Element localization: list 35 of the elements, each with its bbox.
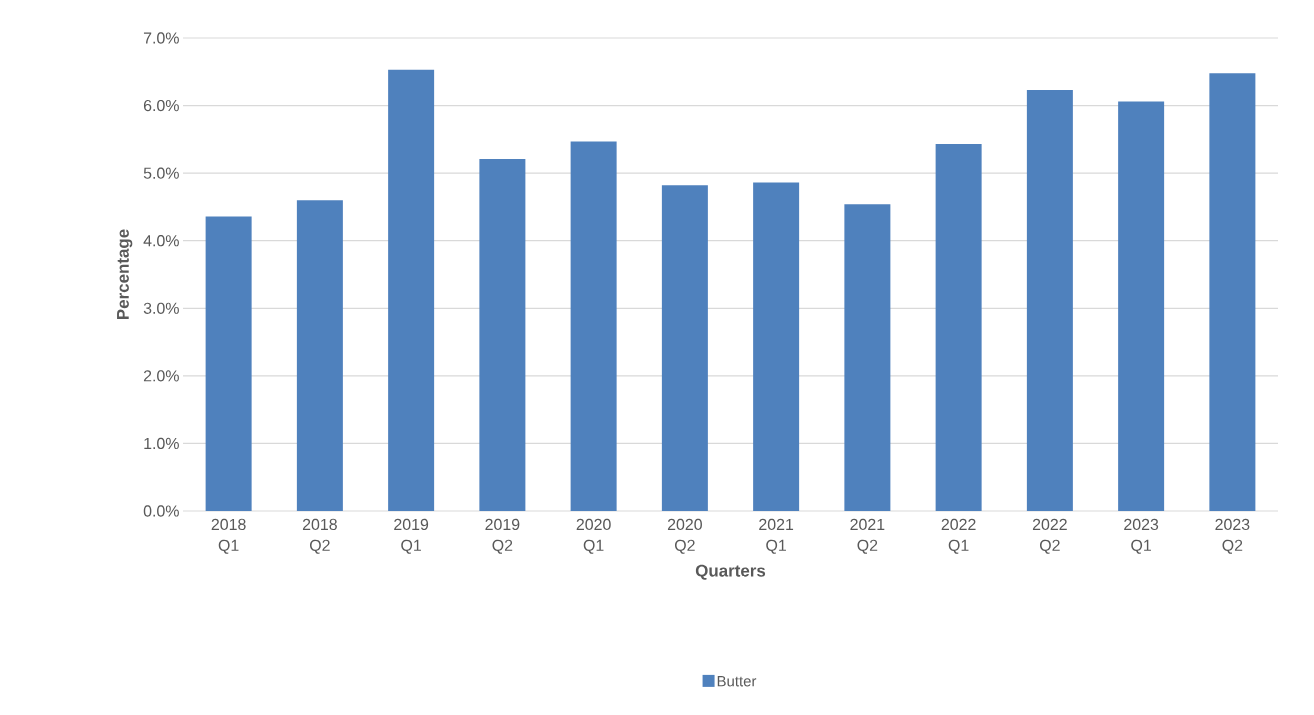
bar <box>1118 101 1165 511</box>
y-tick-label: 3.0% <box>143 302 179 314</box>
x-tick-label: 2019 Q2 <box>485 518 520 554</box>
x-tick-label: 2021 Q1 <box>759 518 794 554</box>
bar <box>844 204 891 511</box>
y-tick-label: 0.0% <box>143 505 179 517</box>
bar <box>935 144 982 511</box>
legend-label: Butter <box>717 676 757 687</box>
bar <box>661 185 708 511</box>
x-tick-label: 2018 Q1 <box>211 518 246 554</box>
bar <box>479 158 526 511</box>
x-tick-label: 2019 Q1 <box>394 518 429 554</box>
x-tick-label: 2022 Q2 <box>1032 518 1067 554</box>
y-tick-label: 4.0% <box>143 235 179 247</box>
y-tick-label: 1.0% <box>144 437 179 450</box>
x-tick-label: 2020 Q2 <box>667 518 702 554</box>
y-tick-label: 7.0% <box>143 32 179 44</box>
bar <box>1026 90 1073 511</box>
bar <box>570 141 617 511</box>
x-tick-label: 2022 Q1 <box>941 518 976 554</box>
y-axis-title: Percentage <box>117 229 133 320</box>
x-axis-title: Quarters <box>695 564 766 580</box>
bar <box>205 216 252 511</box>
x-tick-label: 2023 Q2 <box>1215 518 1250 554</box>
y-tick-label: 6.0% <box>143 99 179 112</box>
x-tick-label: 2023 Q1 <box>1124 518 1159 554</box>
y-tick-label: 2.0% <box>143 370 179 382</box>
x-tick-label: 2018 Q2 <box>302 518 337 554</box>
bar <box>388 69 435 511</box>
bar <box>1209 73 1256 511</box>
bar <box>296 200 343 511</box>
bar <box>753 182 800 511</box>
x-tick-label: 2020 Q1 <box>576 518 611 554</box>
x-tick-label: 2021 Q2 <box>850 518 885 554</box>
y-tick-label: 5.0% <box>143 167 179 179</box>
